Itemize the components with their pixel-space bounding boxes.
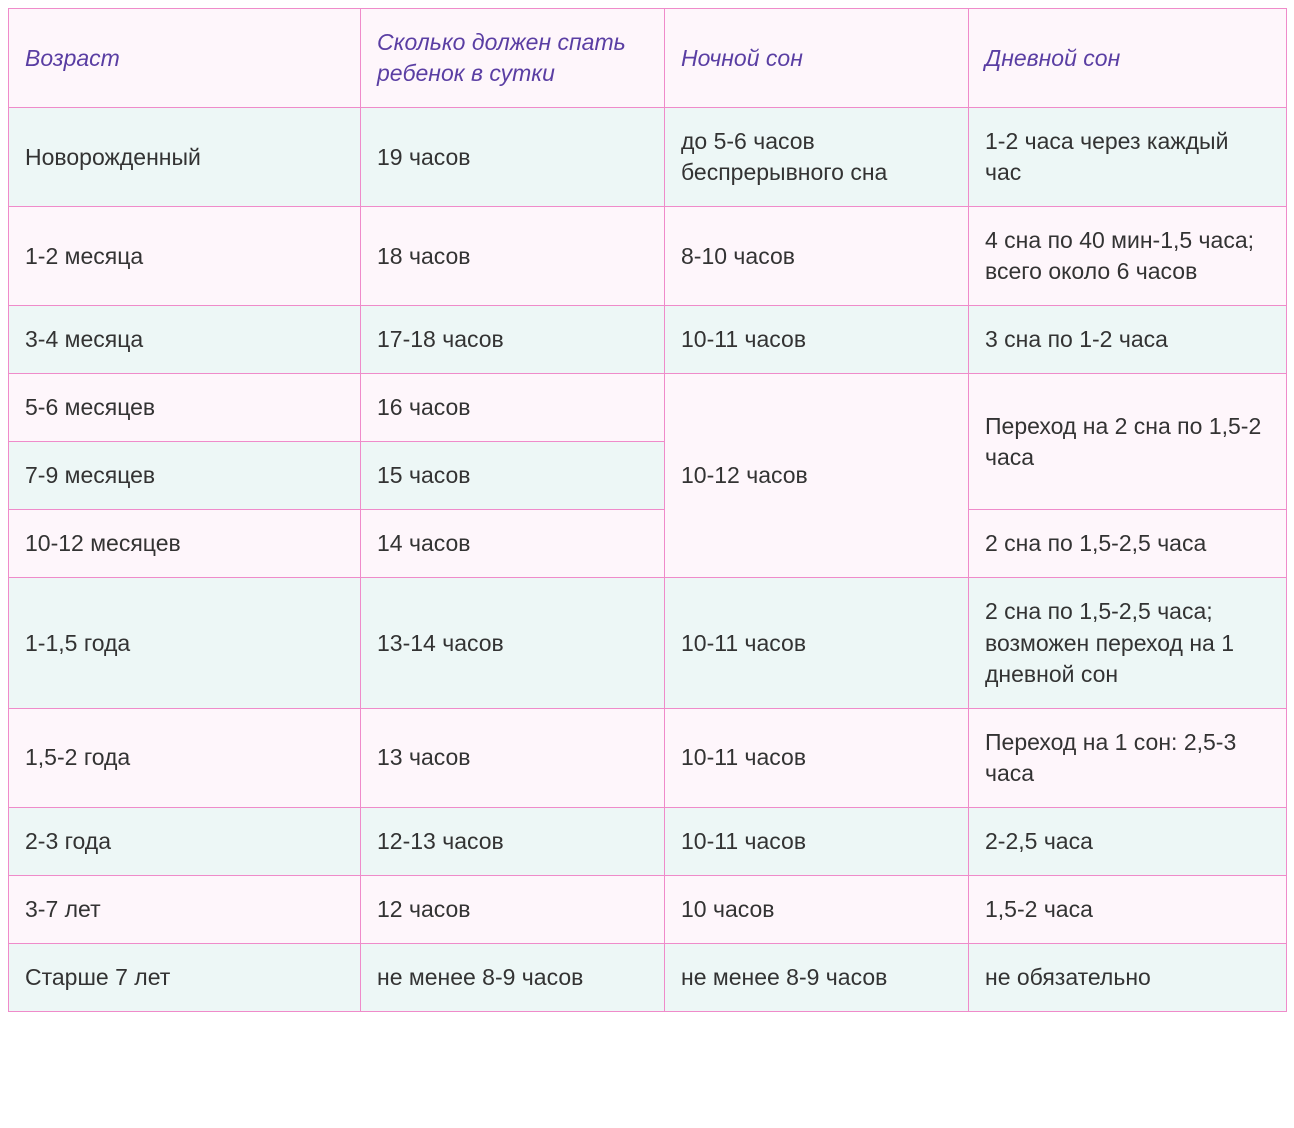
table-row: 10-12 месяцев14 часов 2 сна по 1,5-2,5 ча…	[9, 510, 1287, 578]
table-row: 1,5-2 года13 часов10-11 часовПереход на …	[9, 708, 1287, 807]
col-total: Сколько должен спать ребенок в сутки	[361, 9, 665, 108]
table-row: 1-1,5 года13-14 часов10-11 часов2 сна по…	[9, 578, 1287, 708]
table-cell: 1,5-2 часа	[969, 875, 1287, 943]
col-day: Дневной сон	[969, 9, 1287, 108]
table-cell: Переход на 2 сна по 1,5-2 часа	[969, 374, 1287, 510]
table-row: 2-3 года12-13 часов10-11 часов2-2,5 часа	[9, 807, 1287, 875]
table-cell: 1-1,5 года	[9, 578, 361, 708]
table-cell: 3 сна по 1-2 часа	[969, 306, 1287, 374]
table-cell: 14 часов	[361, 510, 665, 578]
table-cell: 2-2,5 часа	[969, 807, 1287, 875]
table-cell: 4 сна по 40 мин-1,5 часа; всего около 6 …	[969, 207, 1287, 306]
header-row: Возраст Сколько должен спать ребенок в с…	[9, 9, 1287, 108]
table-cell: не менее 8-9 часов	[361, 943, 665, 1011]
table-cell: 2 сна по 1,5-2,5 часа; возможен переход …	[969, 578, 1287, 708]
table-cell: 13 часов	[361, 708, 665, 807]
table-cell: 10-11 часов	[665, 807, 969, 875]
sleep-table: Возраст Сколько должен спать ребенок в с…	[8, 8, 1287, 1012]
table-cell: 7-9 месяцев	[9, 442, 361, 510]
table-cell: 1,5-2 года	[9, 708, 361, 807]
table-cell: 5-6 месяцев	[9, 374, 361, 442]
table-cell: 18 часов	[361, 207, 665, 306]
table-cell: не менее 8-9 часов	[665, 943, 969, 1011]
table-cell: 13-14 часов	[361, 578, 665, 708]
table-cell: 12-13 часов	[361, 807, 665, 875]
table-cell: 8-10 часов	[665, 207, 969, 306]
table-cell: 10 часов	[665, 875, 969, 943]
table-cell: 2-3 года	[9, 807, 361, 875]
table-cell: Новорожденный	[9, 108, 361, 207]
table-cell: до 5-6 часов беспрерывного сна	[665, 108, 969, 207]
table-row: 3-7 лет12 часов10 часов1,5-2 часа	[9, 875, 1287, 943]
table-cell: 3-7 лет	[9, 875, 361, 943]
table-cell: 1-2 часа через каждый час	[969, 108, 1287, 207]
table-row: 1-2 месяца18 часов8-10 часов4 сна по 40 …	[9, 207, 1287, 306]
table-row: Новорожденный19 часовдо 5-6 часов беспре…	[9, 108, 1287, 207]
table-cell: Старше 7 лет	[9, 943, 361, 1011]
table-cell: 12 часов	[361, 875, 665, 943]
table-cell: 17-18 часов	[361, 306, 665, 374]
table-cell: 10-11 часов	[665, 578, 969, 708]
table-row: 5-6 месяцев16 часов10-12 часовПереход на…	[9, 374, 1287, 442]
table-cell: 10-12 месяцев	[9, 510, 361, 578]
table-cell: 15 часов	[361, 442, 665, 510]
table-row: Старше 7 летне менее 8-9 часовне менее 8…	[9, 943, 1287, 1011]
table-cell: Переход на 1 сон: 2,5-3 часа	[969, 708, 1287, 807]
table-cell: 10-11 часов	[665, 306, 969, 374]
table-cell: 2 сна по 1,5-2,5 часа	[969, 510, 1287, 578]
table-cell: 3-4 месяца	[9, 306, 361, 374]
table-cell: 19 часов	[361, 108, 665, 207]
table-cell: 10-11 часов	[665, 708, 969, 807]
table-row: 3-4 месяца17-18 часов10-11 часов3 сна по…	[9, 306, 1287, 374]
table-cell: 1-2 месяца	[9, 207, 361, 306]
col-age: Возраст	[9, 9, 361, 108]
col-night: Ночной сон	[665, 9, 969, 108]
table-cell: не обязательно	[969, 943, 1287, 1011]
table-cell: 16 часов	[361, 374, 665, 442]
table-cell: 10-12 часов	[665, 374, 969, 578]
